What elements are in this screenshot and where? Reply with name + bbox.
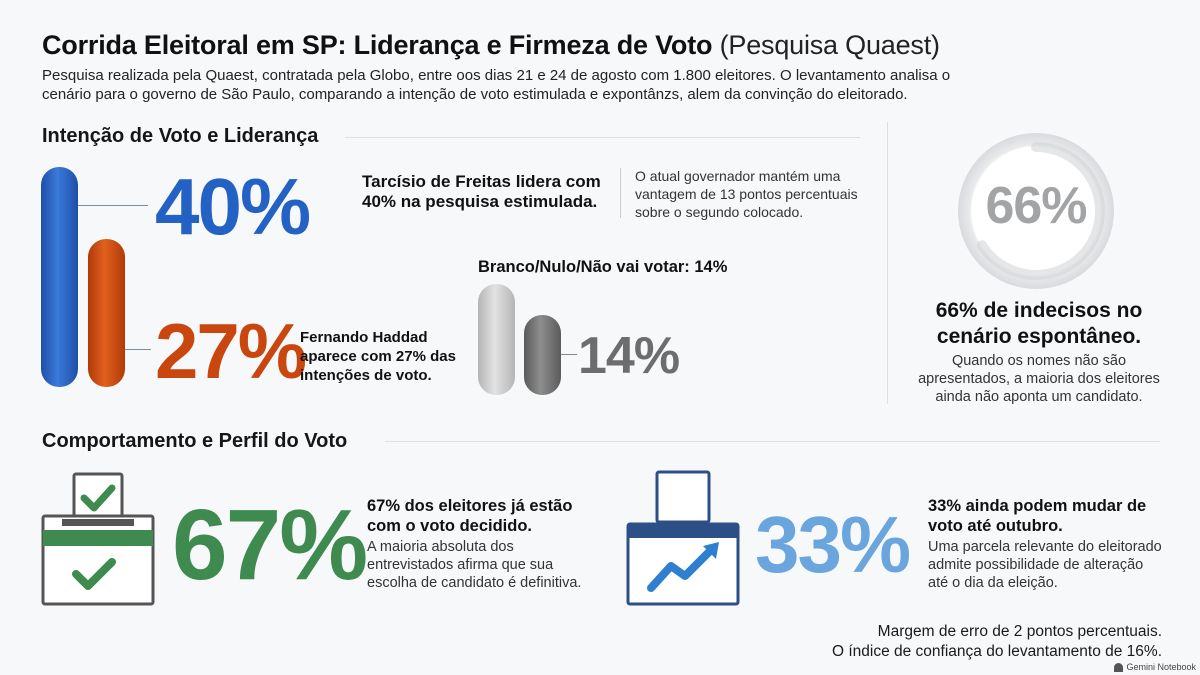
tarcisio-headline: Tarcísio de Freitas lidera com 40% na pe… [362,172,601,211]
decided-note: A maioria absoluta dos entrevistados afi… [367,539,582,591]
indecisos-headline: 66% de indecisos no cenário espontâneo. [935,299,1143,348]
connector-line-tarcisio [78,205,148,206]
value-label-haddad: 27% [155,307,307,395]
tarcisio-note: O atual governador mantém uma vantagem d… [635,168,858,220]
may-change-headline: 33% ainda podem mudar de voto até outubr… [928,497,1147,535]
ballot-box-check-icon [41,472,155,606]
footer-notes: Margem de erro de 2 pontos percentuais. … [832,622,1162,662]
title-main: Corrida Eleitoral em SP: Liderança e Fir… [42,30,713,60]
indecisos-ring-arc [967,142,1105,280]
value-label-branco: 14% [578,327,680,385]
connector-line-haddad [125,349,151,350]
bar-branco-background [478,284,515,395]
value-label-may-change: 33% [755,500,911,589]
bar-tarcisio [41,167,78,387]
section-divider [385,441,1160,442]
ballot-box-trend-icon [626,470,740,606]
confidence-note: O índice de confiança do levantamento de… [831,643,1162,660]
title-sub: (Pesquisa Quaest) [719,30,940,60]
indecisos-ring [958,133,1114,289]
note-divider [620,168,621,218]
intro-text: Pesquisa realizada pela Quaest, contrata… [42,67,951,103]
decided-headline: 67% dos eleitores já estão com o voto de… [367,497,573,535]
value-label-tarcisio: 40% [155,162,311,251]
branco-headline: Branco/Nulo/Não vai votar: 14% [478,258,728,276]
page-title: Corrida Eleitoral em SP: Liderança e Fir… [42,30,940,61]
value-label-decided: 67% [172,489,368,601]
connector-line-branco [561,354,577,355]
notebook-icon [1114,662,1124,672]
section-divider [345,137,860,138]
haddad-headline: Fernando Haddad aparece com 27% das inte… [300,329,456,384]
margin-note: Margem de erro de 2 pontos percentuais. [877,623,1162,640]
may-change-note: Uma parcela relevante do eleitorado admi… [928,539,1162,591]
vertical-divider [887,122,888,404]
watermark: Gemini Notebook [1114,662,1196,672]
bar-branco [524,315,561,395]
section-heading-comportamento: Comportamento e Perfil do Voto [42,430,348,452]
indecisos-note: Quando os nomes não são apresentados, a … [918,353,1160,405]
bar-haddad [88,238,125,387]
watermark-text: Gemini Notebook [1126,662,1196,672]
value-label-indecisos: 66% [985,177,1087,235]
section-heading-intencao: Intenção de Voto e Liderança [42,125,319,147]
